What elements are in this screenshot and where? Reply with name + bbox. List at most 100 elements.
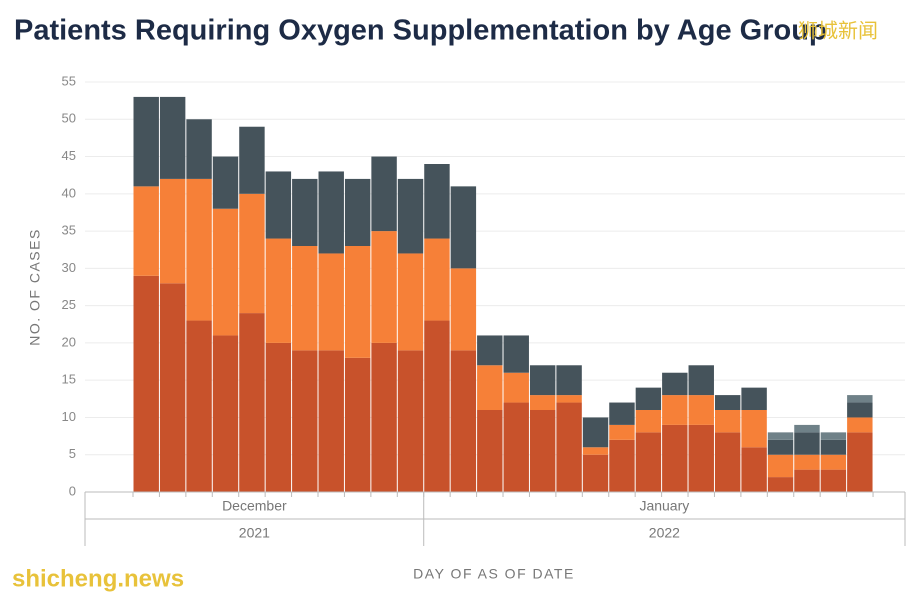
- chart-title: Patients Requiring Oxygen Supplementatio…: [14, 15, 827, 47]
- bar-segment: [371, 156, 397, 232]
- y-tick-label: 45: [62, 148, 76, 163]
- month-label: January: [639, 498, 689, 514]
- y-tick-label: 5: [69, 446, 76, 461]
- bar-segment: [767, 454, 794, 478]
- bar-segment: [265, 238, 292, 343]
- bar-segment: [212, 335, 239, 492]
- y-tick-label: 20: [62, 334, 76, 349]
- bar-segment: [477, 410, 503, 492]
- bar-segment: [582, 454, 609, 492]
- bar-segment: [159, 96, 186, 179]
- bar-segment: [477, 335, 503, 366]
- bar-segment: [503, 372, 529, 403]
- bar-segment: [503, 402, 529, 492]
- bar-segment: [767, 477, 794, 492]
- bar-segment: [767, 432, 794, 440]
- bar-segment: [767, 439, 794, 455]
- y-tick-label: 15: [62, 372, 76, 387]
- bar-segment: [609, 439, 635, 492]
- y-axis-title: NO. OF CASES: [27, 228, 43, 346]
- bar-segment: [371, 231, 397, 343]
- bar-segment: [635, 387, 662, 410]
- bar-segment: [292, 350, 318, 492]
- bar-segment: [450, 186, 477, 269]
- y-tick-label: 0: [69, 483, 76, 498]
- bar-segment: [265, 342, 292, 492]
- bar-segment: [239, 313, 265, 492]
- bar-segment: [820, 432, 847, 440]
- bar-segment: [582, 447, 609, 455]
- bar-segment: [344, 178, 371, 246]
- bar-segment: [318, 350, 344, 492]
- y-tick-label: 10: [62, 409, 76, 424]
- bar-segment: [450, 268, 477, 351]
- bar-segment: [688, 424, 714, 492]
- bar-segment: [133, 186, 159, 276]
- bar-segment: [714, 410, 741, 433]
- bar-segment: [424, 320, 450, 492]
- bar-segment: [794, 424, 820, 433]
- bar-segment: [186, 119, 212, 179]
- bar-segment: [159, 283, 186, 492]
- bar-segment: [424, 238, 450, 321]
- bar-segment: [397, 350, 424, 492]
- bar-segment: [529, 365, 556, 396]
- bar-segment: [662, 424, 688, 492]
- bar-segment: [212, 156, 239, 209]
- bar-segment: [133, 275, 159, 492]
- y-tick-label: 55: [62, 73, 76, 88]
- bar-segment: [609, 424, 635, 440]
- bar-segment: [397, 253, 424, 351]
- bar-segment: [847, 395, 873, 403]
- bar-segment: [424, 164, 450, 239]
- bar-segment: [477, 365, 503, 410]
- bar-segment: [794, 432, 820, 455]
- bar-segment: [239, 126, 265, 194]
- bar-segment: [265, 171, 292, 239]
- bar-segment: [344, 246, 371, 358]
- y-tick-label: 25: [62, 297, 76, 312]
- bar-segment: [794, 469, 820, 492]
- bar-segment: [450, 350, 477, 492]
- y-tick-label: 40: [62, 185, 76, 200]
- bar-segment: [186, 178, 212, 321]
- y-tick-label: 50: [62, 111, 76, 126]
- bar-segment: [556, 395, 582, 403]
- bar-segment: [344, 357, 371, 492]
- bar-segment: [133, 96, 159, 187]
- y-tick-label: 30: [62, 260, 76, 275]
- bar-segment: [741, 387, 767, 410]
- bar-segment: [529, 410, 556, 492]
- bar-segment: [159, 178, 186, 284]
- bar-segment: [741, 410, 767, 448]
- year-label: 2021: [239, 525, 270, 541]
- bar-segment: [688, 365, 714, 396]
- bar-segment: [635, 410, 662, 433]
- bar-segment: [239, 193, 265, 314]
- bar-segment: [292, 178, 318, 246]
- bar-segment: [212, 208, 239, 336]
- bar-segment: [318, 171, 344, 254]
- bar-segment: [688, 395, 714, 425]
- bar-segment: [556, 365, 582, 396]
- y-tick-label: 35: [62, 223, 76, 238]
- bar-segment: [847, 417, 873, 433]
- bar-segment: [186, 320, 212, 492]
- bar-segment: [662, 395, 688, 425]
- watermark: shicheng.news: [12, 565, 184, 592]
- bar-segment: [714, 432, 741, 492]
- bar-segment: [503, 335, 529, 373]
- bar-segment: [397, 178, 424, 254]
- x-axis-title: DAY OF AS OF DATE: [413, 566, 575, 582]
- bar-segment: [794, 454, 820, 470]
- bar-segment: [741, 447, 767, 492]
- bar-segment: [714, 395, 741, 410]
- bar-segment: [556, 402, 582, 492]
- bar-segment: [820, 439, 847, 455]
- month-label: December: [222, 498, 287, 514]
- bar-segment: [582, 417, 609, 448]
- bar-segment: [371, 342, 397, 492]
- bar-segment: [820, 454, 847, 470]
- bar-segment: [609, 402, 635, 425]
